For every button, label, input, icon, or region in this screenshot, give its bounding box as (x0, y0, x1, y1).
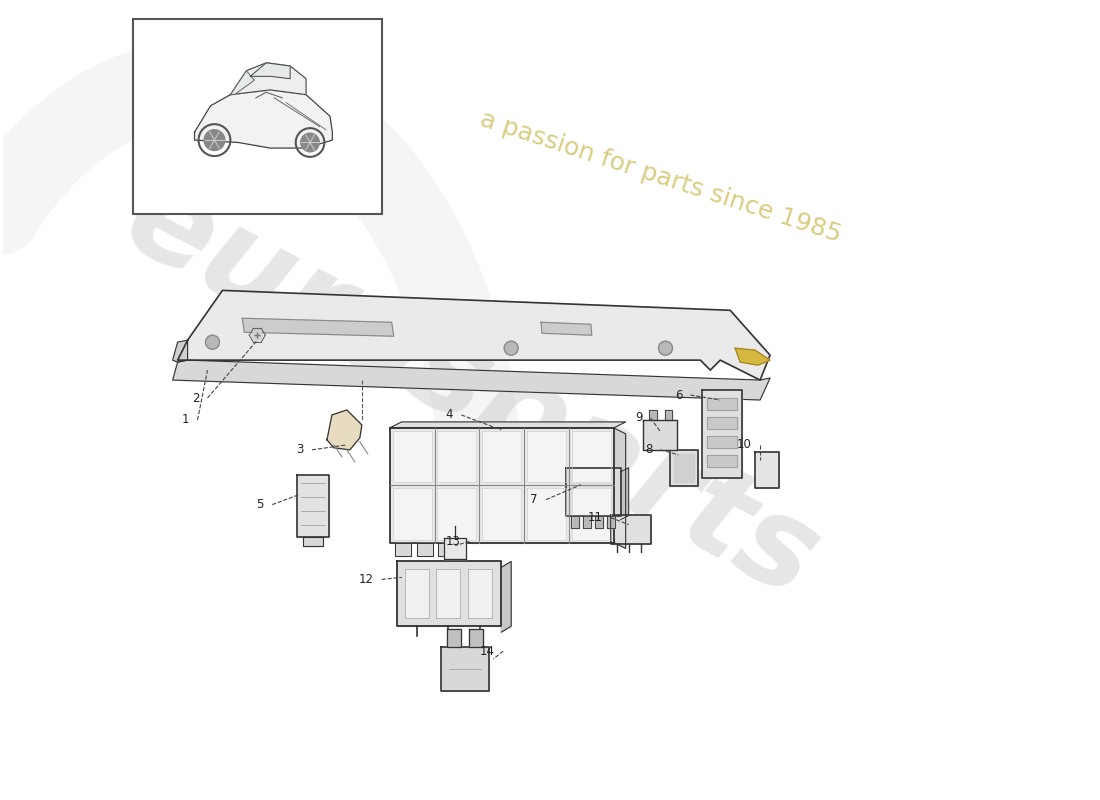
Polygon shape (482, 431, 521, 482)
Polygon shape (405, 570, 429, 618)
Polygon shape (527, 431, 565, 482)
Polygon shape (439, 542, 454, 557)
Circle shape (504, 342, 518, 355)
Text: 14: 14 (480, 645, 495, 658)
Polygon shape (393, 431, 431, 482)
Polygon shape (671, 450, 698, 486)
Text: 1: 1 (182, 414, 189, 426)
Polygon shape (251, 62, 290, 78)
Text: eurosparts: eurosparts (106, 157, 837, 623)
Polygon shape (664, 410, 672, 420)
Bar (133, 19, 382, 214)
Polygon shape (595, 515, 603, 527)
Polygon shape (297, 474, 329, 537)
Polygon shape (620, 468, 629, 519)
Polygon shape (572, 431, 610, 482)
Text: 13: 13 (446, 535, 461, 548)
Text: 12: 12 (359, 573, 373, 586)
Text: 6: 6 (674, 389, 682, 402)
Polygon shape (649, 410, 657, 420)
Polygon shape (571, 515, 579, 527)
Text: 8: 8 (645, 443, 652, 456)
Polygon shape (469, 570, 493, 618)
Polygon shape (327, 410, 362, 450)
Polygon shape (195, 90, 332, 148)
Polygon shape (397, 562, 502, 626)
Polygon shape (242, 318, 394, 336)
Circle shape (300, 133, 319, 152)
Polygon shape (707, 417, 737, 429)
Polygon shape (674, 454, 694, 482)
Polygon shape (642, 420, 678, 450)
Polygon shape (702, 390, 743, 478)
Polygon shape (393, 488, 431, 539)
Polygon shape (470, 630, 483, 647)
Circle shape (206, 335, 219, 349)
Polygon shape (735, 348, 770, 365)
Polygon shape (417, 542, 432, 557)
Polygon shape (177, 290, 770, 380)
Polygon shape (572, 488, 610, 539)
Polygon shape (482, 488, 521, 539)
Polygon shape (173, 360, 770, 400)
Polygon shape (502, 562, 512, 632)
Polygon shape (444, 538, 466, 559)
Text: 5: 5 (256, 498, 264, 511)
Polygon shape (565, 468, 620, 515)
Polygon shape (230, 62, 306, 94)
Polygon shape (304, 537, 323, 546)
Text: 7: 7 (530, 493, 538, 506)
Polygon shape (755, 452, 779, 488)
Polygon shape (707, 455, 737, 466)
Circle shape (659, 342, 672, 355)
Polygon shape (230, 70, 254, 94)
Polygon shape (437, 570, 461, 618)
Text: 11: 11 (587, 511, 603, 524)
Polygon shape (173, 340, 188, 362)
Text: 2: 2 (191, 391, 199, 405)
Polygon shape (610, 514, 650, 545)
Polygon shape (438, 431, 476, 482)
Polygon shape (607, 515, 615, 527)
Polygon shape (395, 542, 410, 557)
Circle shape (205, 130, 224, 150)
Circle shape (252, 330, 262, 340)
Text: 4: 4 (446, 409, 453, 422)
Polygon shape (441, 647, 490, 691)
Polygon shape (448, 630, 461, 647)
Polygon shape (707, 436, 737, 448)
Polygon shape (541, 322, 592, 335)
Polygon shape (707, 398, 737, 410)
Polygon shape (527, 488, 565, 539)
Polygon shape (389, 428, 614, 542)
Polygon shape (614, 428, 626, 549)
Text: 10: 10 (737, 438, 751, 451)
Polygon shape (583, 515, 591, 527)
Polygon shape (389, 422, 626, 428)
Text: a passion for parts since 1985: a passion for parts since 1985 (477, 107, 844, 246)
Text: 3: 3 (296, 443, 304, 456)
Text: 9: 9 (635, 411, 642, 425)
Polygon shape (438, 488, 476, 539)
